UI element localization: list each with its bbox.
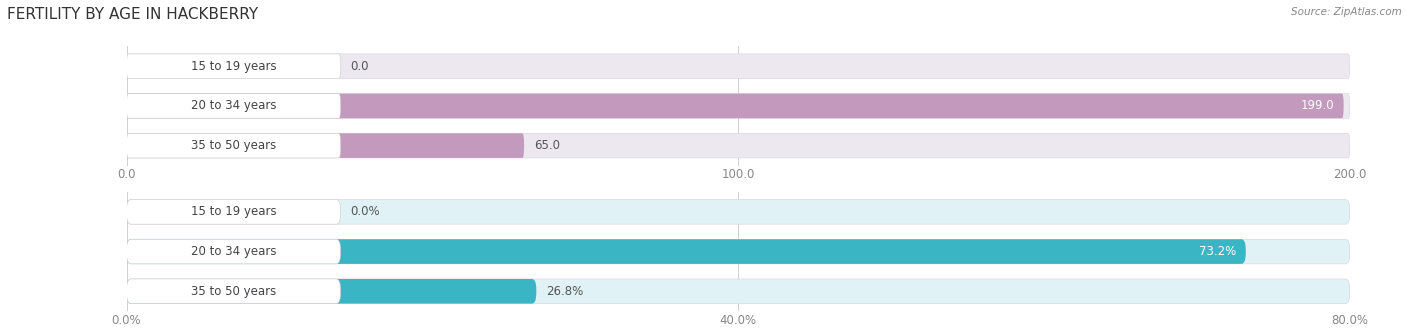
Text: 20 to 34 years: 20 to 34 years	[191, 99, 277, 113]
FancyBboxPatch shape	[127, 279, 340, 304]
Text: 15 to 19 years: 15 to 19 years	[191, 60, 277, 73]
Text: 15 to 19 years: 15 to 19 years	[191, 205, 277, 218]
FancyBboxPatch shape	[127, 239, 1350, 264]
FancyBboxPatch shape	[127, 94, 1350, 118]
FancyBboxPatch shape	[127, 133, 340, 158]
FancyBboxPatch shape	[127, 239, 1246, 264]
FancyBboxPatch shape	[127, 94, 340, 118]
Text: FERTILITY BY AGE IN HACKBERRY: FERTILITY BY AGE IN HACKBERRY	[7, 7, 259, 22]
FancyBboxPatch shape	[127, 200, 1350, 224]
Text: Source: ZipAtlas.com: Source: ZipAtlas.com	[1291, 7, 1402, 17]
Text: 26.8%: 26.8%	[546, 285, 583, 298]
FancyBboxPatch shape	[127, 133, 1350, 158]
FancyBboxPatch shape	[127, 54, 340, 78]
Text: 20 to 34 years: 20 to 34 years	[191, 245, 277, 258]
FancyBboxPatch shape	[127, 54, 1350, 78]
Text: 35 to 50 years: 35 to 50 years	[191, 285, 276, 298]
FancyBboxPatch shape	[127, 279, 536, 304]
Text: 0.0%: 0.0%	[350, 205, 380, 218]
Text: 65.0: 65.0	[534, 139, 560, 152]
Text: 0.0: 0.0	[350, 60, 368, 73]
FancyBboxPatch shape	[127, 133, 524, 158]
FancyBboxPatch shape	[127, 200, 340, 224]
FancyBboxPatch shape	[127, 94, 1344, 118]
Text: 35 to 50 years: 35 to 50 years	[191, 139, 276, 152]
Text: 73.2%: 73.2%	[1199, 245, 1236, 258]
FancyBboxPatch shape	[127, 239, 340, 264]
FancyBboxPatch shape	[127, 279, 1350, 304]
Text: 199.0: 199.0	[1301, 99, 1334, 113]
